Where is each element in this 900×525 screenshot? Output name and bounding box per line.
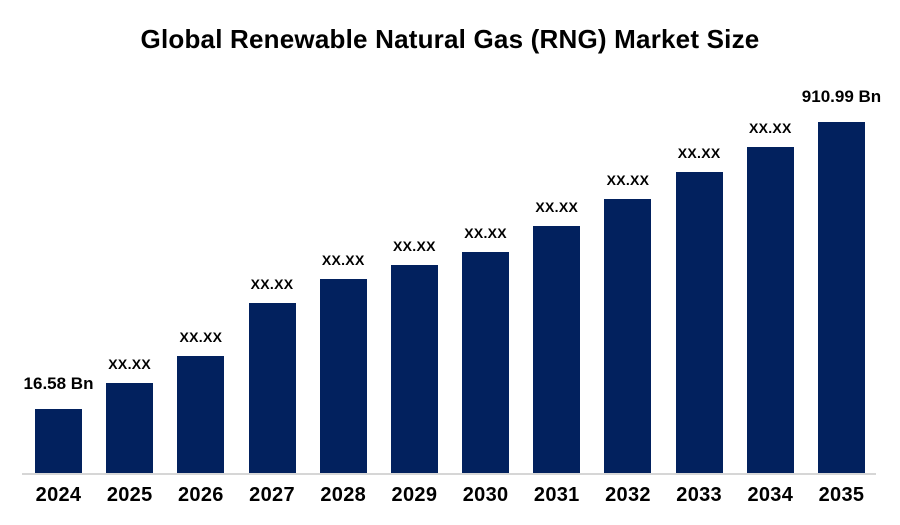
bar-value-label-2033: XX.XX: [677, 145, 721, 161]
chart-title: Global Renewable Natural Gas (RNG) Marke…: [140, 24, 760, 54]
bar-2025: [106, 383, 154, 473]
x-tick-label-2029: 2029: [391, 484, 438, 506]
bar-value-label-2029: XX.XX: [393, 238, 436, 254]
bar-value-label-2030: XX.XX: [464, 225, 507, 241]
x-tick-label-2024: 2024: [35, 484, 82, 506]
bar-value-label-2032: XX.XX: [606, 172, 650, 188]
x-tick-label-2026: 2026: [178, 484, 224, 506]
bar-value-label-2027: XX.XX: [250, 276, 294, 292]
bar-2034: [746, 147, 794, 473]
x-tick-label-2032: 2032: [605, 484, 651, 506]
bar-2026: [177, 356, 225, 473]
x-tick-label-2034: 2034: [747, 484, 794, 506]
x-tick-label-2027: 2027: [249, 484, 295, 506]
bar-value-label-2028: XX.XX: [321, 252, 365, 268]
bar-2027: [248, 303, 296, 473]
bar-2031: [533, 226, 581, 473]
x-tick-label-2033: 2033: [676, 484, 722, 506]
x-tick-label-2035: 2035: [818, 484, 865, 506]
bar-2028: [319, 279, 367, 473]
x-tick-label-2025: 2025: [106, 484, 153, 506]
x-tick-label-2030: 2030: [462, 484, 509, 506]
bar-2030: [462, 252, 510, 473]
bar-2029: [390, 265, 438, 473]
bar-value-label-2031: XX.XX: [535, 199, 579, 215]
bar-2035: [817, 122, 865, 473]
x-tick-label-2028: 2028: [320, 484, 367, 506]
bar-2032: [604, 199, 652, 473]
bar-value-label-2035: 910.99 Bn: [801, 87, 882, 106]
bar-2024: [35, 409, 82, 473]
bar-value-label-2034: XX.XX: [748, 120, 792, 136]
bar-value-label-2025: XX.XX: [108, 356, 152, 372]
x-axis-line: [22, 473, 876, 475]
bar-2033: [675, 172, 723, 473]
bar-value-label-2026: XX.XX: [179, 329, 223, 345]
x-tick-label-2031: 2031: [533, 484, 580, 506]
bar-value-label-2024: 16.58 Bn: [23, 374, 94, 393]
